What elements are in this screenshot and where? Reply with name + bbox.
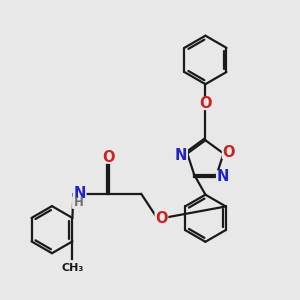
FancyBboxPatch shape <box>72 196 86 209</box>
Text: O: O <box>155 211 168 226</box>
FancyBboxPatch shape <box>73 188 87 200</box>
Text: O: O <box>223 145 235 160</box>
Text: CH₃: CH₃ <box>61 263 83 273</box>
FancyBboxPatch shape <box>216 170 230 183</box>
Text: O: O <box>103 150 115 165</box>
FancyBboxPatch shape <box>199 98 212 110</box>
Text: N: N <box>74 187 86 202</box>
Text: O: O <box>199 96 212 111</box>
FancyBboxPatch shape <box>102 152 116 164</box>
Text: H: H <box>74 196 84 209</box>
FancyBboxPatch shape <box>174 149 188 161</box>
Text: N: N <box>217 169 229 184</box>
Text: N: N <box>175 148 187 163</box>
FancyBboxPatch shape <box>154 212 168 224</box>
FancyBboxPatch shape <box>222 146 236 159</box>
